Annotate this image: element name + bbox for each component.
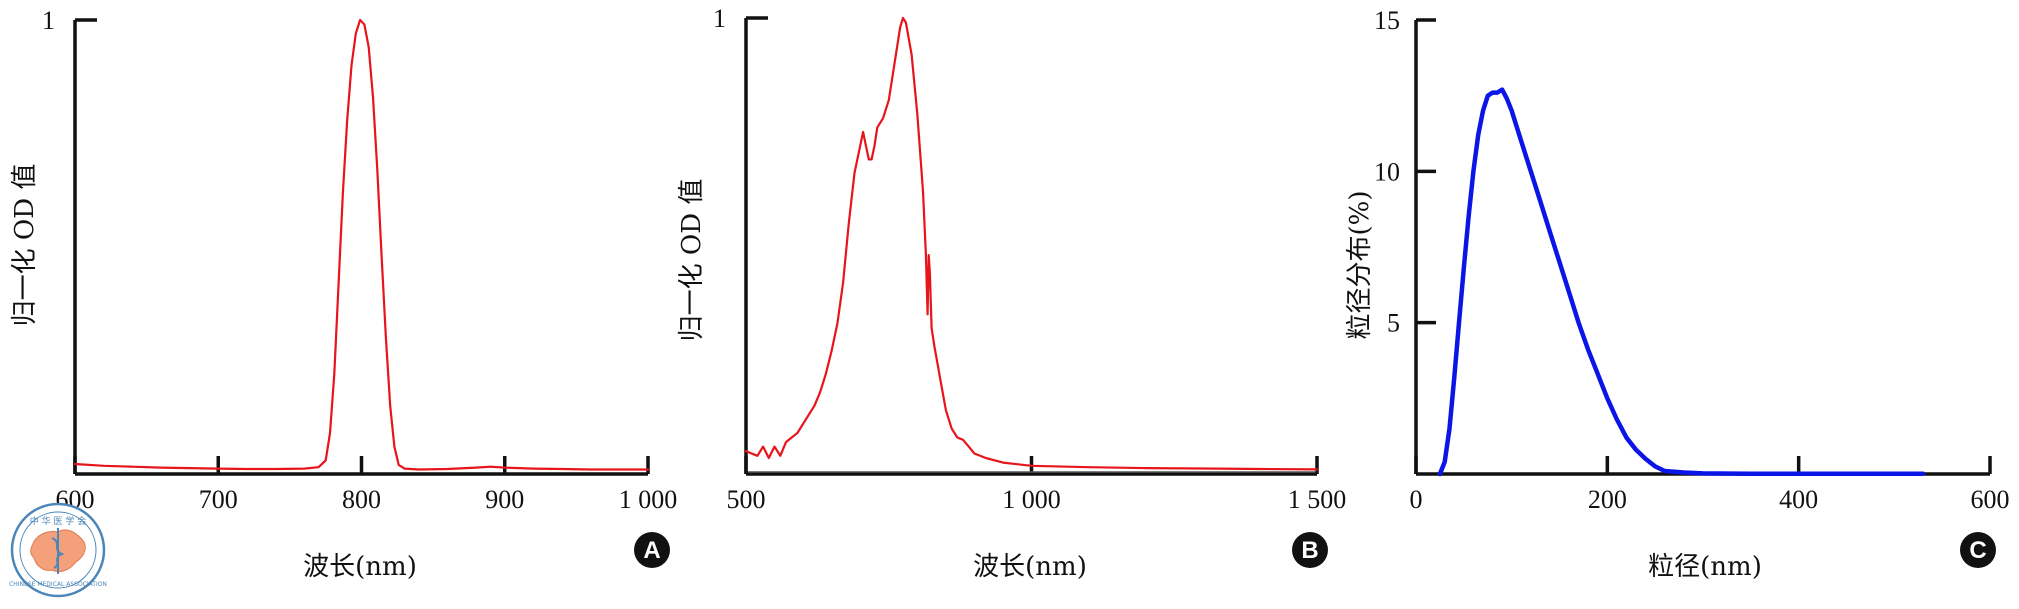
panel-c-badge-circle	[1960, 532, 1996, 568]
panel-b-ticks: 500 1 000 1 500 1	[713, 4, 1346, 514]
panel-a-series	[73, 18, 650, 471]
panel-c-letter: C	[1969, 537, 1986, 564]
panel-b-x-tick-label: 500	[727, 485, 766, 514]
panel-b-x-tick-label: 1 500	[1288, 485, 1347, 514]
panel-c-y-axis-label: 粒径分布(%)	[1345, 191, 1375, 340]
panel-b-y-axis-label: 归一化 OD 值	[677, 179, 707, 342]
cma-logo: 中 华 医 学 会 CHINESE MEDICAL ASSOCIATION	[9, 502, 107, 598]
panel-a-badge-circle	[634, 532, 670, 568]
panel-c-x-tick-label: 0	[1410, 485, 1423, 514]
panel-c-y-tick-label: 15	[1374, 6, 1400, 35]
panel-a-x-tick-label: 800	[342, 485, 381, 514]
panel-c-series-line	[1437, 87, 1926, 477]
panel-a-x-tick-label: 700	[199, 485, 238, 514]
panel-a-badge: A	[634, 532, 670, 568]
panel-c-chart: 0 200 400 600 5 10 15 粒径(nm) 粒径分布(%) C	[1345, 6, 2010, 582]
cma-logo-inner-ring	[19, 511, 97, 589]
panel-b-badge-circle	[1292, 532, 1328, 568]
panel-b-badge: B	[1292, 532, 1328, 568]
panel-a-x-tick-label: 900	[485, 485, 524, 514]
panel-b-y-tick-label: 1	[713, 4, 726, 33]
panel-c-y-tick-label: 10	[1374, 157, 1400, 186]
cma-logo-top-text: 中 华 医 学 会	[30, 515, 86, 527]
panel-b-x-axis-label: 波长(nm)	[973, 552, 1087, 582]
panel-a-x-tick-label: 1 000	[619, 485, 678, 514]
panel-b-chart: 500 1 000 1 500 1 波长(nm) 归一化 OD 值 B	[677, 4, 1346, 582]
panel-b-axes	[744, 18, 1317, 476]
panel-a-x-axis-label: 波长(nm)	[303, 552, 417, 582]
panel-b-x-tick-label: 1 000	[1002, 485, 1061, 514]
panel-a-y-axis-label: 归一化 OD 值	[10, 164, 40, 327]
panel-c-x-tick-label: 200	[1588, 485, 1627, 514]
panel-a-y-tick-label: 1	[42, 6, 55, 35]
panel-c-x-axis-label: 粒径(nm)	[1648, 552, 1762, 582]
cma-logo-ring-text: CHINESE MEDICAL ASSOCIATION	[9, 581, 107, 588]
panel-c-x-tick-label: 400	[1779, 485, 1818, 514]
panel-b-letter: B	[1301, 537, 1318, 564]
panel-b-series	[744, 16, 1319, 471]
panel-a-axes	[73, 20, 648, 476]
caduceus-icon	[51, 528, 65, 574]
panel-c-y-tick-label: 5	[1387, 309, 1400, 338]
panel-a-series-line	[73, 18, 650, 471]
panel-c-series	[1437, 87, 1926, 477]
panel-c-x-tick-label: 600	[1971, 485, 2010, 514]
panel-b-series-line	[744, 16, 1319, 471]
panel-c-badge: C	[1960, 532, 1996, 568]
panel-c-ticks: 0 200 400 600 5 10 15	[1374, 6, 2010, 514]
panel-a-letter: A	[643, 537, 660, 564]
